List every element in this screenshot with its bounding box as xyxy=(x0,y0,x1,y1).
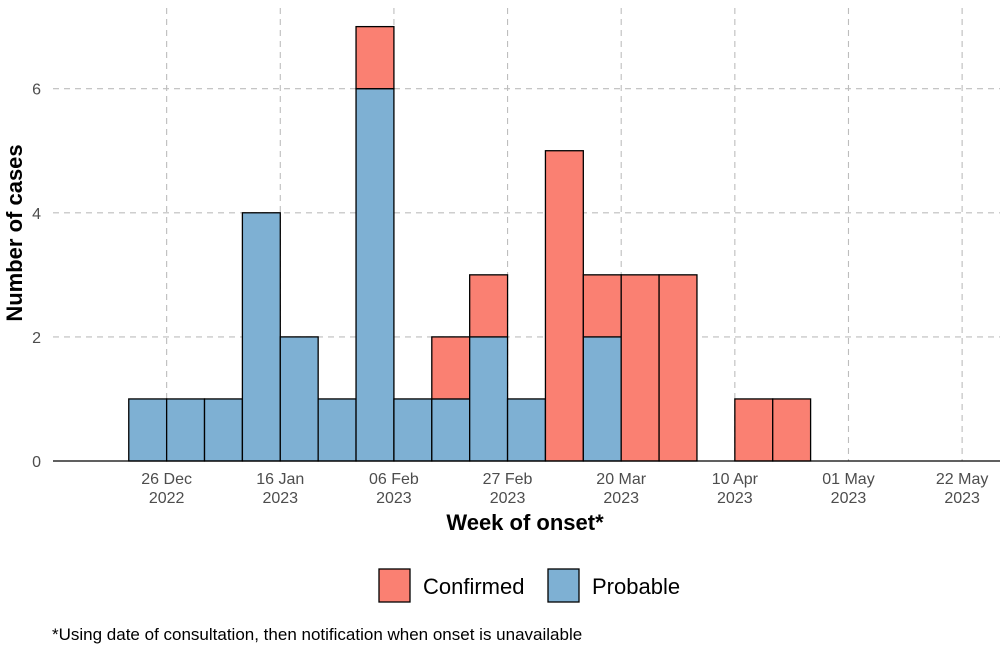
bar-confirmed xyxy=(658,274,698,462)
x-tick-label-year: 2022 xyxy=(149,490,185,507)
bars xyxy=(128,25,812,462)
bar-confirmed xyxy=(620,274,660,462)
x-tick-label-year: 2023 xyxy=(944,490,980,507)
y-tick-label: 4 xyxy=(32,206,41,223)
legend-label-probable: Probable xyxy=(592,574,680,599)
caption: *Using date of consultation, then notifi… xyxy=(52,625,582,644)
x-tick-label: 26 Dec xyxy=(141,471,192,488)
bar-confirmed xyxy=(355,25,395,90)
bar-confirmed xyxy=(469,274,509,338)
x-tick-label: 01 May xyxy=(822,471,874,488)
bar-probable xyxy=(582,336,622,462)
legend-key-probable xyxy=(547,568,580,603)
bar-probable xyxy=(506,398,547,462)
bar-probable xyxy=(469,336,509,462)
x-tick-label: 06 Feb xyxy=(369,471,419,488)
bar-confirmed xyxy=(734,398,774,462)
x-tick-label-year: 2023 xyxy=(603,490,639,507)
bar-probable xyxy=(393,398,433,462)
legend-label-confirmed: Confirmed xyxy=(423,574,524,599)
x-tick-label-year: 2023 xyxy=(831,490,867,507)
legend: Confirmed Probable xyxy=(378,568,680,603)
x-tick-label-year: 2023 xyxy=(262,490,298,507)
y-tick-labels: 0 2 4 6 xyxy=(32,82,41,471)
y-tick-label: 0 xyxy=(32,454,41,471)
grid xyxy=(53,8,1000,461)
x-tick-labels: 26 Dec 2022 16 Jan 2023 06 Feb 2023 27 Feb 2023… xyxy=(141,471,988,507)
x-tick-label: 22 May xyxy=(936,471,988,488)
x-tick-label: 20 Mar xyxy=(596,471,646,488)
bar-confirmed xyxy=(431,336,471,400)
bar-confirmed xyxy=(772,398,812,462)
bar-probable xyxy=(241,212,281,462)
bar-confirmed xyxy=(582,274,622,338)
bar-confirmed xyxy=(544,150,584,462)
x-tick-label: 16 Jan xyxy=(256,471,304,488)
x-axis-title: Week of onset* xyxy=(446,510,604,535)
x-tick-label-year: 2023 xyxy=(717,490,753,507)
bar-probable xyxy=(279,336,319,462)
y-axis-title: Number of cases xyxy=(2,144,27,321)
bar-probable xyxy=(355,88,395,462)
x-tick-label-year: 2023 xyxy=(376,490,412,507)
bar-probable xyxy=(431,398,471,462)
x-tick-label: 27 Feb xyxy=(483,471,533,488)
y-tick-label: 2 xyxy=(32,330,41,347)
bar-probable xyxy=(203,398,244,462)
x-tick-label-year: 2023 xyxy=(490,490,526,507)
y-tick-label: 6 xyxy=(32,82,41,99)
bar-probable xyxy=(128,398,168,462)
bar-probable xyxy=(165,398,206,462)
bar-probable xyxy=(317,398,357,462)
x-tick-label: 10 Apr xyxy=(712,471,759,488)
legend-key-confirmed xyxy=(378,568,411,603)
